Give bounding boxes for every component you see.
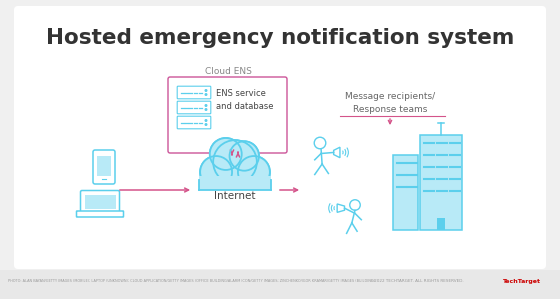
Circle shape (205, 90, 207, 91)
Circle shape (205, 120, 207, 121)
FancyBboxPatch shape (77, 211, 124, 217)
Text: Internet: Internet (214, 191, 256, 201)
Circle shape (200, 156, 232, 188)
Bar (199, 171, 270, 185)
Bar (0, 270, 560, 299)
FancyBboxPatch shape (14, 6, 546, 269)
Circle shape (230, 141, 259, 171)
Circle shape (205, 94, 207, 95)
Bar (437, 218, 445, 230)
Circle shape (214, 141, 256, 183)
FancyBboxPatch shape (93, 150, 115, 184)
Circle shape (230, 142, 259, 170)
Text: Message recipients/
Response teams: Message recipients/ Response teams (345, 92, 435, 114)
FancyBboxPatch shape (177, 101, 211, 114)
Text: ©2022 TECHTARGET. ALL RIGHTS RESERVED.: ©2022 TECHTARGET. ALL RIGHTS RESERVED. (370, 279, 464, 283)
Text: ENS service
and database: ENS service and database (216, 89, 273, 111)
Text: PHOTO: ALAN BAYAN/GETTY IMAGES (MOBILE); LAPTOP (UNKNOWN); CLOUD APPLICATION/GET: PHOTO: ALAN BAYAN/GETTY IMAGES (MOBILE);… (8, 279, 375, 283)
Circle shape (210, 138, 242, 170)
Text: TechTarget: TechTarget (502, 278, 540, 283)
Bar (199, 176, 270, 190)
Circle shape (238, 156, 270, 188)
Bar (85, 195, 115, 209)
Circle shape (213, 140, 257, 184)
FancyBboxPatch shape (177, 116, 211, 129)
Text: Hosted emergency notification system: Hosted emergency notification system (46, 28, 514, 48)
FancyBboxPatch shape (81, 190, 119, 213)
Bar (420, 135, 462, 230)
Bar (393, 155, 418, 230)
Text: Cloud ENS: Cloud ENS (204, 68, 251, 77)
Bar (97, 156, 111, 176)
Circle shape (205, 105, 207, 106)
Circle shape (205, 124, 207, 125)
FancyBboxPatch shape (168, 77, 287, 153)
Circle shape (239, 156, 269, 187)
Circle shape (210, 138, 241, 170)
Circle shape (205, 109, 207, 110)
FancyBboxPatch shape (177, 86, 211, 99)
Circle shape (200, 156, 232, 187)
